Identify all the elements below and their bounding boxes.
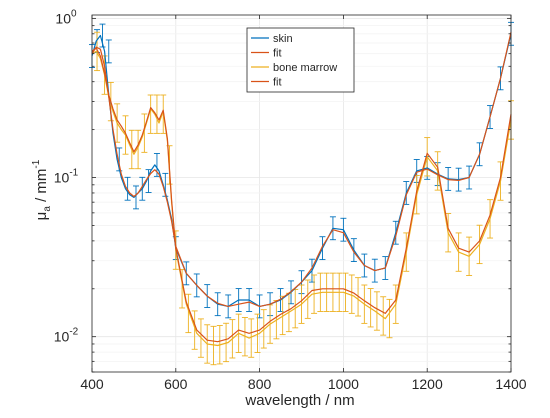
errorbar-bone-marrow: [94, 31, 101, 72]
x-tick-label: 400: [80, 376, 104, 392]
y-tick-label-base: 10: [54, 329, 70, 345]
legend-label: bone marrow: [273, 62, 337, 74]
errorbar-bone-marrow: [386, 298, 393, 339]
x-tick-label: 1400: [495, 376, 526, 392]
errorbar-bone-marrow: [373, 291, 380, 331]
y-tick-label: 10-1: [54, 168, 79, 186]
errorbar-bone-marrow: [191, 310, 198, 350]
y-axis-subscript: a: [42, 206, 53, 212]
errorbar-bone-marrow: [141, 113, 148, 153]
x-tick-labels: 400 600 800 1000 1200 1400: [80, 376, 526, 392]
errorbar-skin: [145, 169, 152, 193]
y-axis-symbol: μ: [33, 212, 50, 221]
errorbar-bone-marrow: [248, 318, 255, 358]
series-line-2: [91, 50, 512, 347]
x-tick-label: 600: [164, 376, 188, 392]
legend-label: fit: [273, 48, 282, 60]
series-line-0: [91, 33, 512, 307]
series-line-3: [91, 47, 512, 343]
errorbar-bone-marrow: [147, 94, 154, 134]
x-tick-label: 1200: [412, 376, 443, 392]
errorbar-bone-marrow: [185, 293, 192, 334]
y-tick-label-base: 10: [55, 10, 71, 26]
y-axis-title: μa / mm-1: [31, 159, 53, 220]
errorbar-bone-marrow: [210, 325, 217, 366]
y-tick-label-base: 10: [54, 170, 70, 186]
ticks: [91, 15, 512, 373]
y-axis-superscript: -1: [31, 159, 42, 168]
errorbar-bone-marrow: [304, 279, 311, 319]
series-line-1: [91, 31, 512, 307]
y-tick-label-exponent: -1: [69, 168, 78, 179]
legend: skin fit bone marrow fit: [246, 27, 355, 93]
errorbar-bone-marrow: [348, 274, 355, 314]
y-axis-unit: / mm: [33, 169, 50, 207]
y-tick-label: 100: [55, 8, 77, 26]
legend-label: fit: [273, 77, 282, 89]
y-tick-label: 10-2: [54, 327, 79, 345]
y-tick-label-exponent: -2: [69, 327, 78, 338]
errorbar-skin: [105, 39, 112, 64]
y-tick-label-exponent: 0: [71, 8, 77, 19]
errorbar-skin: [132, 185, 139, 210]
x-tick-label: 1000: [328, 376, 359, 392]
errorbar-bone-marrow: [223, 322, 230, 363]
plot-frame: [91, 14, 512, 373]
legend-label: skin: [273, 33, 293, 45]
errorbar-bone-marrow: [135, 129, 142, 170]
errorbar-bone-marrow: [342, 272, 349, 312]
series-lines: [91, 31, 512, 347]
x-tick-label: 800: [248, 376, 272, 392]
errorbar-bone-marrow: [153, 94, 160, 134]
x-axis-title: wavelength / nm: [244, 392, 354, 409]
errorbar-bone-marrow: [254, 313, 261, 353]
errorbar-bone-marrow: [380, 296, 387, 336]
